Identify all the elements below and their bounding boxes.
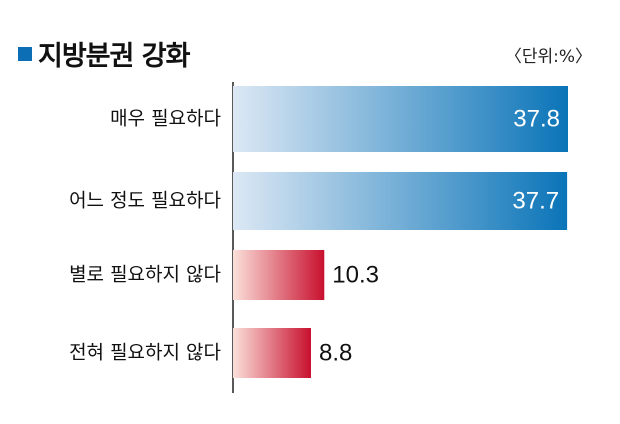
category-label-0: 매우 필요하다 (110, 108, 221, 130)
chart-title: 지방분권 강화 (18, 34, 190, 73)
unit-label: 〈단위:%〉 (504, 47, 592, 67)
bar-0 (233, 86, 568, 152)
bar-2 (233, 250, 325, 300)
value-label-2: 10.3 (332, 261, 379, 288)
value-label-0: 37.8 (513, 105, 560, 132)
value-label-3: 8.8 (319, 339, 352, 366)
bar-3 (233, 328, 311, 378)
chart-title-text: 지방분권 강화 (38, 41, 190, 72)
category-label-1: 어느 정도 필요하다 (69, 190, 221, 212)
category-label-2: 별로 필요하지 않다 (69, 264, 221, 286)
value-label-1: 37.7 (512, 187, 559, 214)
title-square-icon (18, 46, 32, 61)
category-label-3: 전혀 필요하지 않다 (69, 342, 221, 364)
bar-1 (233, 172, 568, 230)
